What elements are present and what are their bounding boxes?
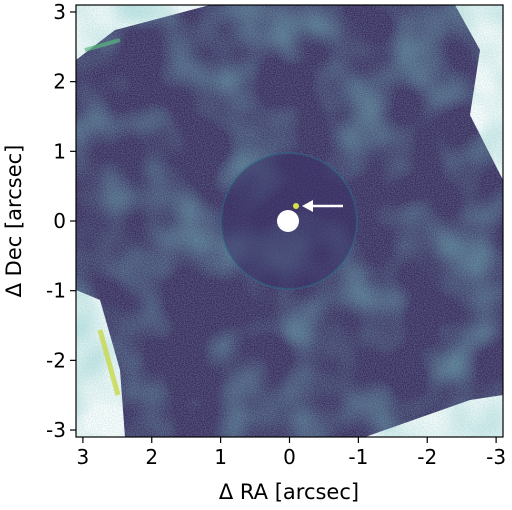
image-panel <box>76 5 503 437</box>
x-tick-label: 2 <box>145 445 158 469</box>
y-tick-label: 3 <box>53 0 66 24</box>
y-tick-label: 0 <box>53 209 66 233</box>
x-tick-label: -1 <box>348 445 368 469</box>
y-tick-label: -3 <box>46 418 66 442</box>
arrow-left-icon <box>302 200 343 212</box>
x-tick-label: 3 <box>77 445 90 469</box>
coronagraph-mask <box>277 210 299 232</box>
x-axis-ticks: 3 2 1 0 -1 -2 -3 <box>77 437 506 469</box>
companion-source <box>293 203 299 209</box>
x-tick-label: -2 <box>417 445 437 469</box>
y-tick-label: 2 <box>53 70 66 94</box>
x-axis-label: Δ RA [arcsec] <box>219 480 359 504</box>
x-tick-label: 1 <box>214 445 227 469</box>
x-tick-label: 0 <box>283 445 296 469</box>
y-tick-label: 1 <box>53 139 66 163</box>
y-axis-label: Δ Dec [arcsec] <box>2 145 26 298</box>
x-tick-label: -3 <box>486 445 506 469</box>
y-tick-label: -2 <box>46 348 66 372</box>
y-tick-label: -1 <box>46 279 66 303</box>
y-axis-ticks: 3 2 1 0 -1 -2 -3 <box>46 0 76 442</box>
